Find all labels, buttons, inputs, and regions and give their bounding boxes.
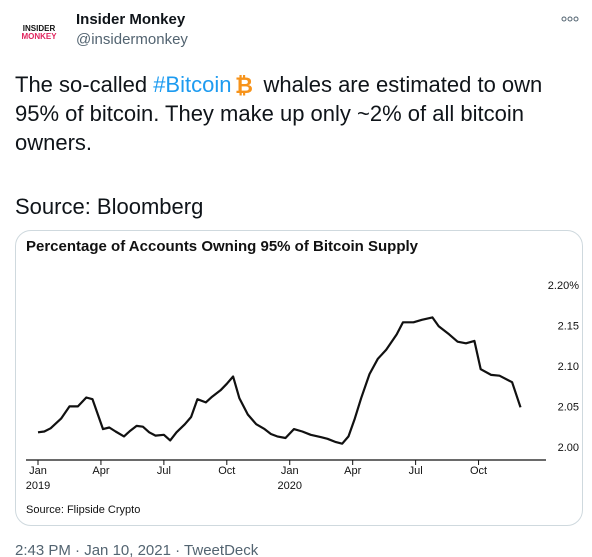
y-tick-label: 2.20% xyxy=(548,280,579,292)
tweet-source-line: Source: Bloomberg xyxy=(15,194,204,219)
x-tick-label: 2020 xyxy=(278,480,302,492)
chart-svg: Percentage of Accounts Owning 95% of Bit… xyxy=(26,238,579,516)
x-tick-label: 2019 xyxy=(26,480,50,492)
tweet-date: Jan 10, 2021 xyxy=(84,542,171,557)
insider-monkey-logo-icon: INSIDER MONKEY xyxy=(15,10,63,58)
x-tick-label: Jul xyxy=(409,465,423,477)
y-tick-label: 2.00 xyxy=(558,442,579,454)
more-options-icon[interactable] xyxy=(560,14,580,24)
tweet-text-after: whales are estimated to own 95% of bitco… xyxy=(15,72,543,155)
x-tick-label: Apr xyxy=(92,465,109,477)
y-tick-label: 2.10 xyxy=(558,361,579,373)
y-tick-label: 2.15 xyxy=(558,321,579,333)
series-line xyxy=(37,316,522,445)
avatar-logo-line-1: INSIDER xyxy=(23,24,56,33)
tweet-time: 2:43 PM xyxy=(15,542,71,557)
avatar-logo-line-2: MONKEY xyxy=(21,32,57,41)
x-tick-label: Oct xyxy=(218,465,235,477)
hashtag-link[interactable]: #Bitcoin xyxy=(153,72,232,97)
avatar[interactable]: INSIDER MONKEY xyxy=(15,10,63,58)
chart-body: 2.20% 2.15 2.10 2.05 2.00 Jan 2019 Apr Jul Oct Jan… xyxy=(26,280,579,492)
separator-dot: · xyxy=(75,542,81,557)
x-tick-label: Jan xyxy=(29,465,47,477)
user-handle[interactable]: @insidermonkey xyxy=(76,31,188,48)
tweet-text-before: The so-called xyxy=(15,72,154,97)
x-tick-label: Apr xyxy=(344,465,361,477)
x-tick-label: Jan xyxy=(281,465,299,477)
chart-image[interactable]: Percentage of Accounts Owning 95% of Bit… xyxy=(15,230,583,526)
x-tick-label: Jul xyxy=(157,465,171,477)
separator-dot: · xyxy=(175,542,181,557)
tweet-client: TweetDeck xyxy=(184,542,259,557)
chart-title: Percentage of Accounts Owning 95% of Bit… xyxy=(26,238,419,255)
x-tick-label: Oct xyxy=(470,465,487,477)
display-name[interactable]: Insider Monkey xyxy=(76,11,186,28)
tweet-timestamp[interactable]: 2:43 PM · Jan 10, 2021 · TweetDeck xyxy=(15,542,258,557)
svg-text:₿: ₿ xyxy=(236,74,254,96)
tweet-text: The so-called #Bitcoin ₿ whales are estima… xyxy=(15,70,575,157)
y-tick-label: 2.05 xyxy=(558,401,579,413)
bitcoin-icon: ₿ xyxy=(236,74,254,96)
chart-source: Source: Flipside Crypto xyxy=(26,504,140,516)
